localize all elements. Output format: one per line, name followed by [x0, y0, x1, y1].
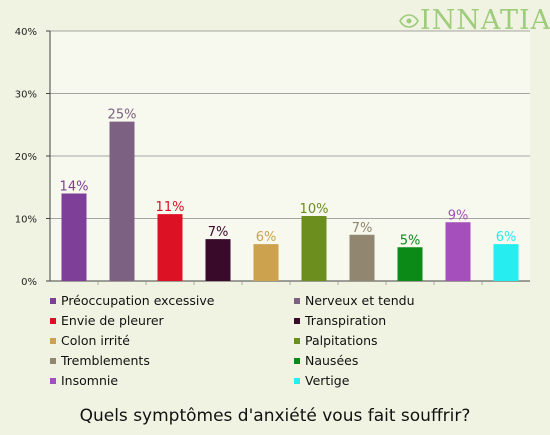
data-label: 25%: [108, 108, 137, 123]
legend-swatch: [50, 297, 56, 304]
leaf-icon: [399, 14, 419, 28]
legend-swatch: [294, 297, 300, 304]
y-tick-label: 10%: [15, 215, 37, 226]
legend-swatch: [50, 377, 56, 384]
bar: [109, 121, 135, 281]
data-label: 6%: [496, 230, 517, 245]
data-label: 11%: [156, 200, 185, 215]
logo-text: INNATIA: [420, 5, 550, 36]
legend-swatch: [50, 317, 56, 324]
data-label: 10%: [300, 202, 329, 217]
bar: [301, 216, 327, 281]
data-label: 7%: [352, 221, 373, 236]
data-label: 6%: [256, 230, 277, 245]
legend-swatch: [294, 377, 300, 384]
survey-question: Quels symptômes d'anxiété vous fait souf…: [79, 406, 471, 426]
y-tick-label: 30%: [15, 90, 37, 101]
legend-swatch: [294, 317, 300, 324]
data-label: 14%: [60, 180, 89, 195]
legend-label: Insomnie: [61, 373, 119, 388]
legend-item: Insomnie: [50, 373, 294, 388]
legend-label: Préoccupation excessive: [61, 293, 215, 308]
bar: [349, 234, 375, 281]
legend-item: Tremblements: [50, 353, 294, 368]
innatia-logo: INNATIA: [398, 6, 550, 36]
chart-legend: Préoccupation excessive Nerveux et tendu E…: [50, 293, 550, 388]
legend-item: Nerveux et tendu: [294, 293, 538, 308]
y-tick-label: 40%: [15, 27, 37, 38]
bar: [253, 244, 279, 281]
bar: [61, 193, 87, 281]
legend-item: Envie de pleurer: [50, 313, 294, 328]
bar: [205, 239, 231, 281]
legend-item: Colon irrité: [50, 333, 294, 348]
y-tick-label: 20%: [15, 152, 37, 163]
legend-label: Transpiration: [305, 313, 387, 328]
legend-label: Envie de pleurer: [61, 313, 164, 328]
legend-label: Nerveux et tendu: [305, 293, 415, 308]
legend-label: Vertige: [305, 373, 350, 388]
legend-swatch: [294, 337, 300, 344]
data-label: 5%: [400, 233, 421, 248]
bar-chart: 0% 10% 20% 30% 40% 14% 25% 11% 7% 6% 10% 7% 5% 9% 6%: [15, 27, 530, 288]
data-label: 7%: [208, 225, 229, 240]
bar: [397, 247, 423, 281]
legend-item: Nausées: [294, 353, 538, 368]
legend-label: Colon irrité: [61, 333, 130, 348]
legend-swatch: [50, 337, 56, 344]
legend-swatch: [294, 357, 300, 364]
legend-label: Nausées: [305, 353, 359, 368]
y-tick-label: 0%: [21, 277, 37, 288]
legend-item: Transpiration: [294, 313, 538, 328]
legend-label: Palpitations: [305, 333, 378, 348]
bar: [157, 214, 183, 281]
bar: [445, 222, 471, 281]
data-label: 9%: [448, 208, 469, 223]
legend-item: Vertige: [294, 373, 538, 388]
bar: [493, 244, 519, 281]
legend-swatch: [50, 357, 56, 364]
legend-item: Palpitations: [294, 333, 538, 348]
legend-label: Tremblements: [61, 353, 150, 368]
legend-item: Préoccupation excessive: [50, 293, 294, 308]
